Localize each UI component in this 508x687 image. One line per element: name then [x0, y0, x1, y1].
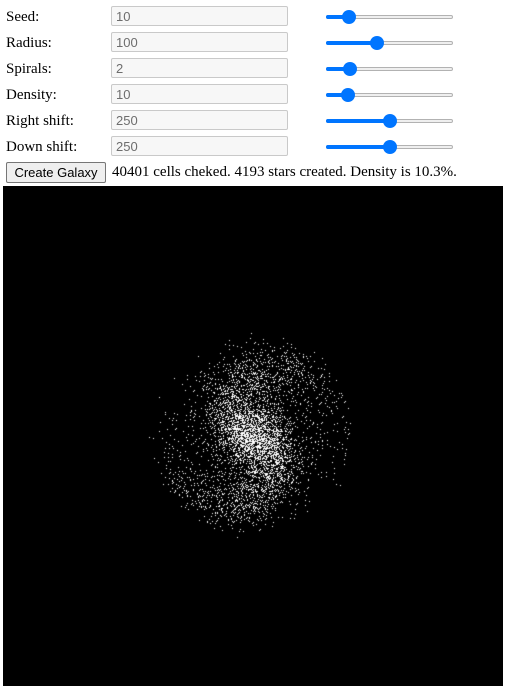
density-slider-fill — [326, 93, 348, 97]
density-label: Density: — [6, 87, 57, 103]
seed-slider-thumb[interactable] — [342, 10, 356, 24]
radius-slider-fill — [326, 41, 377, 45]
down-shift-slider-fill — [326, 145, 390, 149]
density-slider-thumb[interactable] — [341, 88, 355, 102]
down-shift-input[interactable] — [111, 136, 288, 156]
spirals-input[interactable] — [111, 58, 288, 78]
spirals-label: Spirals: — [6, 61, 52, 77]
right-shift-input[interactable] — [111, 110, 288, 130]
radius-slider[interactable] — [326, 36, 453, 50]
right-shift-slider-thumb[interactable] — [383, 114, 397, 128]
density-slider[interactable] — [326, 88, 453, 102]
right-shift-label: Right shift: — [6, 113, 74, 129]
seed-slider[interactable] — [326, 10, 453, 24]
down-shift-slider[interactable] — [326, 140, 453, 154]
radius-input[interactable] — [111, 32, 288, 52]
down-shift-label: Down shift: — [6, 139, 78, 155]
right-shift-slider[interactable] — [326, 114, 453, 128]
status-text: 40401 cells cheked. 4193 stars created. … — [112, 164, 457, 180]
right-shift-slider-fill — [326, 119, 390, 123]
seed-slider-fill — [326, 15, 349, 19]
galaxy-canvas — [3, 186, 503, 686]
right-shift-row: Right shift: — [0, 110, 508, 132]
spirals-slider-fill — [326, 67, 350, 71]
seed-label: Seed: — [6, 9, 40, 25]
down-shift-slider-thumb[interactable] — [383, 140, 397, 154]
spirals-slider[interactable] — [326, 62, 453, 76]
density-row: Density: — [0, 84, 508, 106]
seed-input[interactable] — [111, 6, 288, 26]
spirals-slider-thumb[interactable] — [343, 62, 357, 76]
radius-row: Radius: — [0, 32, 508, 54]
create-galaxy-button[interactable]: Create Galaxy — [6, 162, 106, 183]
radius-label: Radius: — [6, 35, 52, 51]
spirals-row: Spirals: — [0, 58, 508, 80]
radius-slider-thumb[interactable] — [370, 36, 384, 50]
down-shift-row: Down shift: — [0, 136, 508, 158]
density-input[interactable] — [111, 84, 288, 104]
seed-row: Seed: — [0, 6, 508, 28]
